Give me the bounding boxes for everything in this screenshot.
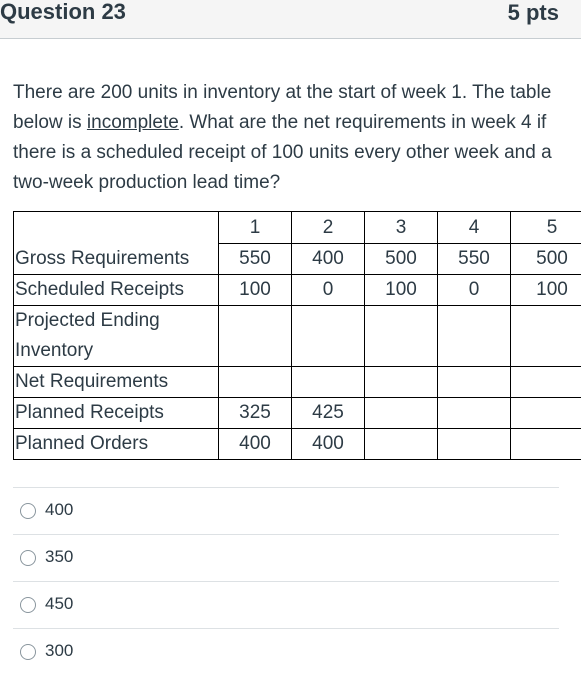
answer-option[interactable]: 300: [13, 628, 559, 675]
table-cell: [291, 366, 365, 398]
table-cell: 550: [218, 243, 292, 275]
table-row-planned-orders: Planned Orders 400 400: [13, 428, 581, 460]
week-header: 4: [437, 211, 511, 244]
table-cell: 0: [291, 274, 365, 306]
radio-button[interactable]: [20, 550, 36, 566]
table-cell: 100: [364, 274, 438, 306]
table-cell: [437, 428, 511, 460]
week-header: 5: [510, 211, 581, 244]
row-label: Planned Orders: [13, 428, 219, 460]
table-cell: [291, 305, 365, 367]
answer-label[interactable]: 450: [45, 594, 74, 613]
radio-button[interactable]: [20, 503, 36, 519]
row-label: Planned Receipts: [13, 397, 219, 429]
answer-list: 400 350 450 300: [13, 487, 559, 675]
row-label: Scheduled Receipts: [13, 274, 219, 306]
table-cell: 325: [218, 397, 292, 429]
table-cell: [510, 397, 581, 429]
answer-label[interactable]: 400: [45, 500, 74, 519]
row-label: Net Requirements: [13, 366, 219, 398]
week-header: 1: [218, 211, 292, 244]
table-cell: [437, 366, 511, 398]
row-label: Projected Ending Inventory: [13, 305, 219, 367]
row-label: Gross Requirements: [13, 243, 219, 275]
table-cell: 550: [437, 243, 511, 275]
answer-label[interactable]: 350: [45, 547, 74, 566]
week-header: 2: [291, 211, 365, 244]
table-cell: 500: [510, 243, 581, 275]
question-title: Question 23: [0, 0, 126, 24]
table-header-blank: [13, 211, 219, 244]
table-row-planned-receipts: Planned Receipts 325 425: [13, 397, 581, 429]
table-row-net-requirements: Net Requirements: [13, 366, 581, 398]
table-cell: 400: [291, 243, 365, 275]
radio-button[interactable]: [20, 644, 36, 660]
table-cell: [218, 366, 292, 398]
table-cell: [364, 428, 438, 460]
table-cell: [510, 366, 581, 398]
question-text-part-2: . What are the net requirements in week …: [13, 112, 552, 193]
table-cell: 425: [291, 397, 365, 429]
answer-option[interactable]: 400: [13, 487, 559, 534]
answer-option[interactable]: 350: [13, 534, 559, 581]
question-text-underlined: incomplete: [86, 112, 179, 133]
table-cell: [510, 305, 581, 367]
table-cell: 500: [364, 243, 438, 275]
table-cell: 400: [291, 428, 365, 460]
table-cell: [437, 397, 511, 429]
answer-option[interactable]: 450: [13, 581, 559, 628]
question-text: There are 200 units in inventory at the …: [13, 78, 573, 198]
table-cell: [364, 397, 438, 429]
table-cell: [364, 366, 438, 398]
table-cell: [218, 305, 292, 367]
question-header: Question 23 5 pts: [0, 0, 581, 39]
table-cell: [510, 428, 581, 460]
table-cell: [364, 305, 438, 367]
question-points: 5 pts: [507, 0, 559, 25]
table-header-row: 1 2 3 4 5: [13, 211, 581, 244]
table-cell: [437, 305, 511, 367]
table-cell: 0: [437, 274, 511, 306]
table-cell: 100: [510, 274, 581, 306]
week-header: 3: [364, 211, 438, 244]
table-cell: 100: [218, 274, 292, 306]
table-row-gross-requirements: Gross Requirements 550 400 500 550 500: [13, 243, 581, 275]
table-row-projected-ending-inventory: Projected Ending Inventory: [13, 305, 581, 367]
answer-label[interactable]: 300: [45, 641, 74, 660]
table-row-scheduled-receipts: Scheduled Receipts 100 0 100 0 100: [13, 274, 581, 306]
mrp-table: 1 2 3 4 5 Gross Requirements 550 400 500…: [13, 211, 581, 460]
table-cell: 400: [218, 428, 292, 460]
radio-button[interactable]: [20, 597, 36, 613]
question-text-part-1: There are 200 units in inventory at the …: [13, 82, 552, 133]
